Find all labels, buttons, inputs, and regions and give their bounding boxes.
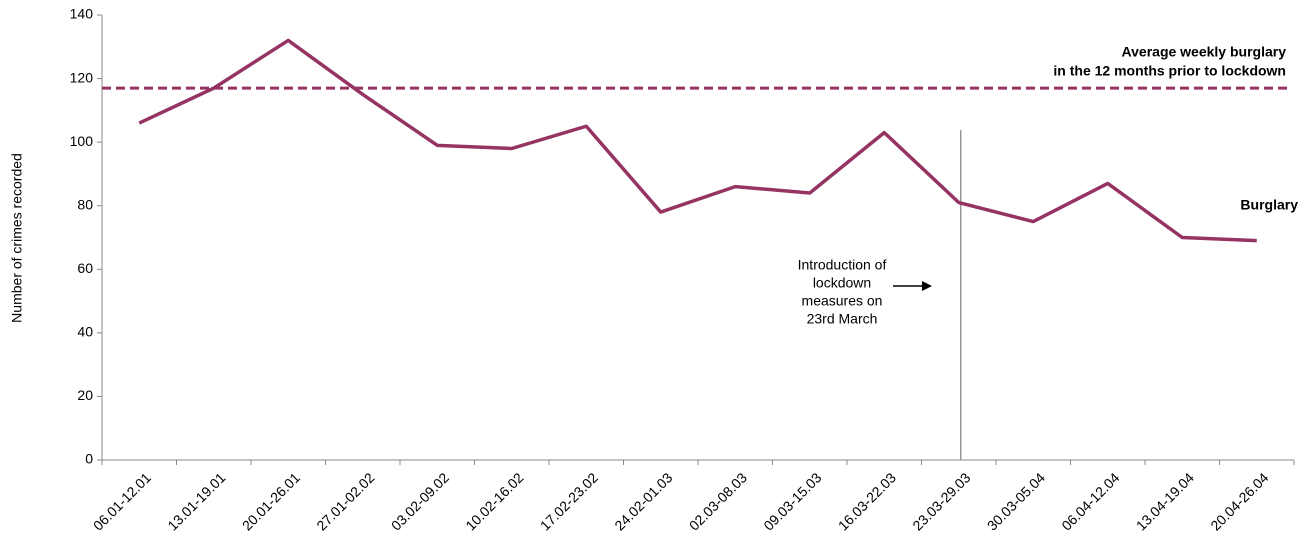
y-tick-label: 140 — [70, 6, 94, 22]
x-tick-label: 10.02-16.02 — [462, 469, 526, 533]
x-tick-label: 06.01-12.01 — [90, 469, 154, 533]
y-tick-label: 120 — [70, 69, 94, 85]
reference-label: in the 12 months prior to lockdown — [1053, 63, 1286, 79]
y-tick-label: 80 — [77, 196, 93, 212]
x-tick-label: 20.01-26.01 — [239, 469, 303, 533]
x-tick-label: 09.03-15.03 — [760, 469, 824, 533]
x-tick-label: 20.04-26.04 — [1207, 469, 1271, 533]
reference-label: Average weekly burglary — [1122, 44, 1287, 60]
series-line — [138, 38, 1257, 243]
y-tick-label: 60 — [77, 260, 93, 276]
series-label: Burglary — [1240, 197, 1298, 213]
y-tick-label: 40 — [77, 324, 93, 340]
y-axis-label: Number of crimes recorded — [9, 153, 25, 323]
x-tick-label: 27.01-02.02 — [313, 469, 377, 533]
x-tick-label: 23.03-29.03 — [909, 469, 973, 533]
annotation: Introduction of — [798, 257, 887, 273]
x-tick-label: 02.03-08.03 — [686, 469, 750, 533]
y-tick-label: 100 — [70, 133, 94, 149]
x-tick-label: 30.03-05.04 — [984, 469, 1048, 533]
x-tick-label: 03.02-09.02 — [388, 469, 452, 533]
annotation: 23rd March — [807, 311, 878, 327]
x-tick-label: 16.03-22.03 — [835, 469, 899, 533]
y-tick-label: 20 — [77, 387, 93, 403]
annotation: measures on — [802, 293, 883, 309]
x-tick-label: 13.01-19.01 — [164, 469, 228, 533]
annotation: lockdown — [813, 275, 871, 291]
x-tick-label: 24.02-01.03 — [611, 469, 675, 533]
x-tick-label: 17.02-23.02 — [537, 469, 601, 533]
x-tick-label: 06.04-12.04 — [1058, 469, 1122, 533]
annotation-arrowhead — [922, 281, 932, 291]
y-tick-label: 0 — [85, 451, 93, 467]
x-tick-label: 13.04-19.04 — [1133, 469, 1197, 533]
